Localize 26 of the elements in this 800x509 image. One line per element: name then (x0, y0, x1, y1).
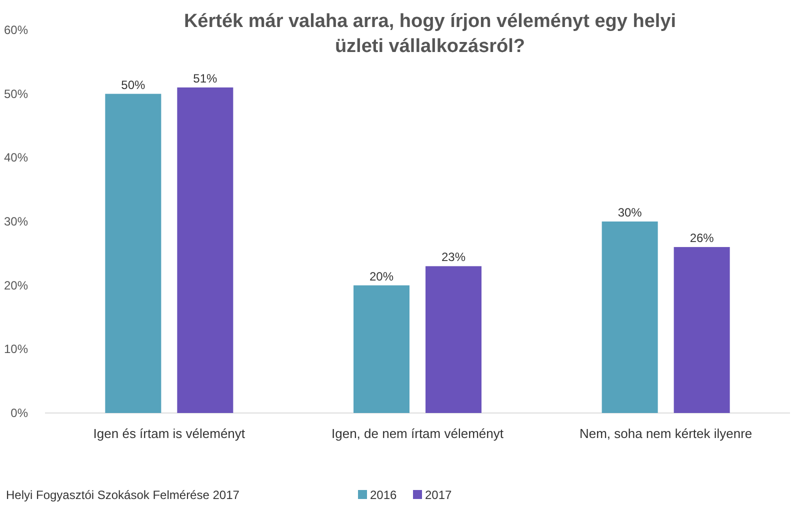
y-tick-label: 20% (4, 278, 28, 292)
x-tick-label: Nem, soha nem kértek ilyenre (579, 426, 752, 441)
data-label: 51% (193, 71, 218, 86)
y-tick-label: 40% (4, 150, 28, 165)
bar (674, 247, 730, 413)
bar (354, 285, 410, 413)
bar (177, 87, 234, 413)
x-tick-label: Igen és írtam is véleményt (93, 426, 246, 441)
legend-label: 2017 (425, 488, 452, 502)
data-label: 20% (369, 269, 394, 284)
data-label: 30% (618, 206, 642, 220)
y-tick-label: 10% (4, 342, 28, 356)
y-tick-label: 50% (4, 86, 28, 101)
legend-label: 2016 (370, 488, 398, 502)
bar (105, 94, 162, 413)
text: Helyi Fogyasztói Szokások Felmérése 2017 (6, 488, 240, 502)
data-label: 50% (121, 78, 146, 92)
data-label: 23% (441, 250, 466, 264)
y-tick-label: 0% (10, 406, 28, 420)
bar (602, 222, 658, 413)
bar (426, 266, 482, 413)
chart-title: Kérték már valaha arra, hogy írjon véleményt egy helyi üzleti vállalkozásról? (184, 11, 676, 57)
data-label: 26% (690, 231, 714, 246)
y-tick-label: 30% (4, 214, 28, 228)
x-tick-label: Igen, de nem írtam véleményt (332, 426, 504, 441)
y-tick-label: 60% (4, 23, 28, 37)
